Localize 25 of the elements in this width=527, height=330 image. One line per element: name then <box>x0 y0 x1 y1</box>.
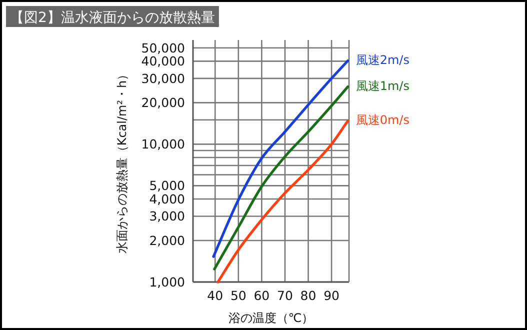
y-tick-label: 5,000 <box>149 178 186 194</box>
x-axis-title: 浴の温度（℃） <box>228 311 314 325</box>
y-tick-label: 20,000 <box>141 95 186 110</box>
y-axis-title: 水面からの放熱量（Kcal/m²・h） <box>115 68 129 254</box>
x-tick-label: 70 <box>277 288 293 303</box>
x-tick-label: 90 <box>324 288 340 303</box>
y-tick-label: 4,000 <box>149 192 186 207</box>
line-series <box>212 59 350 258</box>
y-tick-label: 50,000 <box>141 40 186 56</box>
series-label: 風速1m/s <box>356 78 410 93</box>
line-series <box>213 85 350 270</box>
chart-title: 【図2】温水液面からの放散熱量 <box>10 10 215 26</box>
series-label: 風速0m/s <box>356 112 410 127</box>
x-tick-label: 80 <box>300 288 316 303</box>
x-tick-label: 50 <box>230 288 246 303</box>
x-tick-label: 60 <box>254 288 270 303</box>
series-label: 風速2m/s <box>356 52 410 67</box>
y-tick-label: 3,000 <box>149 208 186 224</box>
y-tick-label: 2,000 <box>149 233 186 248</box>
y-tick-label: 1,000 <box>149 274 186 290</box>
y-tick-label: 30,000 <box>141 70 186 86</box>
y-tick-label: 40,000 <box>141 54 186 69</box>
x-tick-label: 40 <box>207 288 224 303</box>
line-series <box>216 120 350 284</box>
y-tick-label: 10,000 <box>141 136 186 152</box>
